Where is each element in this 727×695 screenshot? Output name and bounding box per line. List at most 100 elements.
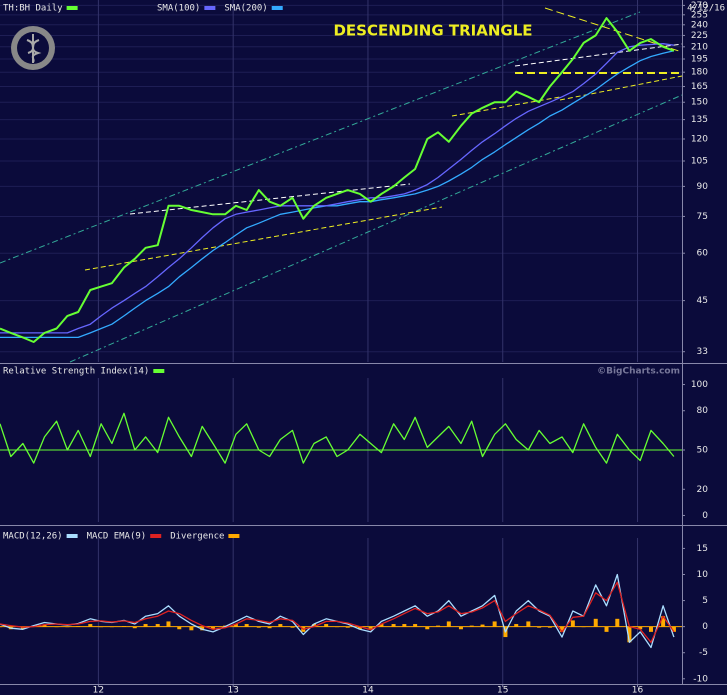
divergence-bar: [402, 624, 407, 627]
divergence-bar: [200, 626, 205, 631]
divergence-bar: [604, 626, 609, 632]
legend-swatch: [228, 534, 240, 538]
grid: [0, 0, 685, 687]
divergence-bar: [0, 626, 2, 628]
divergence-bar: [166, 621, 171, 627]
legend-swatch: [66, 534, 78, 538]
divergence-bar: [155, 624, 160, 627]
divergence-bar: [109, 626, 114, 628]
plots: 2702552402252101951801651501351201059075…: [0, 1, 708, 695]
trendline: [84, 206, 443, 271]
source-label: ©BigCharts.com: [597, 367, 680, 377]
divergence-bar: [312, 624, 317, 627]
y-tick-label: 270: [691, 1, 708, 11]
series-line: [0, 50, 675, 339]
divergence-bar: [425, 626, 430, 630]
x-tick-label: 16: [632, 686, 644, 695]
divergence-bar: [436, 625, 441, 627]
legend-swatch: [150, 534, 162, 538]
y-tick-label: 135: [691, 115, 708, 125]
divergence-bar: [638, 626, 643, 630]
divergence-bar: [627, 626, 632, 643]
divergence-bar: [379, 624, 384, 627]
logo: [11, 26, 55, 70]
divergence-bar: [233, 624, 238, 627]
trendline: [559, 75, 683, 101]
y-tick-label: 225: [691, 31, 708, 41]
divergence-bar: [177, 626, 182, 630]
legend-label: TH:BH Daily: [3, 4, 63, 14]
series-line: [0, 412, 675, 464]
y-tick-label: 180: [691, 68, 708, 78]
divergence-bar: [345, 626, 350, 628]
divergence-bar: [334, 626, 339, 628]
y-tick-label: 150: [691, 98, 708, 108]
y-tick-label: 240: [691, 20, 708, 30]
y-tick-label: 80: [697, 406, 709, 416]
y-tick-label: 50: [697, 446, 709, 456]
divergence-bar: [458, 626, 463, 630]
y-tick-label: 100: [691, 380, 708, 390]
date-label: 4/12/16: [687, 4, 725, 14]
divergence-bar: [54, 626, 59, 628]
legend-label: MACD(12,26): [3, 532, 63, 542]
divergence-bar: [671, 626, 676, 632]
divergence-bar: [492, 621, 497, 627]
divergence-bar: [244, 624, 249, 627]
legend-label: Relative Strength Index(14): [3, 367, 149, 377]
divergence-bar: [189, 626, 194, 631]
logo-caduceus: [26, 34, 42, 63]
divergence-bar: [357, 626, 362, 630]
divergence-bar: [278, 624, 283, 627]
divergence-bar: [122, 626, 126, 627]
divergence-bar: [649, 626, 653, 632]
divergence-bar: [267, 626, 272, 629]
y-tick-label: 0: [702, 511, 708, 521]
y-tick-label: 10: [697, 570, 709, 580]
y-tick-label: 5: [702, 596, 708, 606]
divergence-bar: [615, 618, 620, 627]
legend-label: SMA(200): [224, 4, 267, 14]
y-tick-label: 20: [697, 485, 709, 495]
legend-swatch: [66, 6, 78, 10]
divergence-bar: [514, 624, 519, 627]
divergence-bar: [391, 624, 396, 627]
divergence-bar: [290, 626, 295, 628]
y-tick-label: 60: [697, 249, 709, 259]
y-tick-label: 75: [697, 212, 708, 222]
legend-swatch: [153, 369, 165, 373]
y-tick-label: -5: [699, 648, 708, 658]
divergence-bar: [537, 626, 542, 628]
divergence-bar: [65, 626, 70, 628]
divergence-bar: [661, 616, 666, 627]
divergence-bar: [256, 626, 261, 628]
x-tick-label: 14: [362, 686, 374, 695]
divergence-bar: [88, 624, 93, 627]
legend-label: Divergence: [170, 532, 224, 542]
trendlines: [0, 7, 683, 363]
divergence-bar: [560, 626, 565, 632]
divergence-bar: [99, 626, 104, 628]
divergence-bar: [368, 626, 373, 629]
divergence-bar: [469, 625, 474, 627]
divergence-bar: [570, 620, 575, 627]
y-tick-label: 210: [691, 42, 708, 52]
divergence-bar: [143, 624, 148, 627]
divergence-bar: [593, 618, 598, 627]
divergence-bar: [581, 626, 586, 628]
annotation: DESCENDING TRIANGLE: [333, 22, 532, 40]
divergence-bar: [547, 626, 552, 628]
y-tick-label: 45: [697, 296, 708, 306]
y-tick-label: 195: [691, 55, 708, 65]
x-tick-label: 12: [93, 686, 104, 695]
divergence-bar: [42, 624, 47, 627]
legend-swatch: [271, 6, 283, 10]
trendline: [451, 96, 561, 117]
y-tick-label: -10: [693, 674, 708, 684]
legend-label: MACD EMA(9): [87, 532, 147, 542]
x-tick-label: 13: [227, 686, 238, 695]
y-tick-label: 105: [691, 157, 708, 167]
y-tick-label: 90: [697, 182, 709, 192]
x-tick-label: 15: [497, 686, 508, 695]
